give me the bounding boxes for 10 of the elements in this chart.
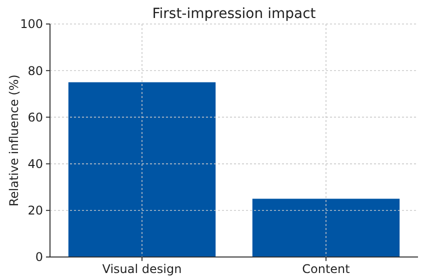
y-tick-label: 0 [35, 250, 43, 264]
x-tick-label: Content [302, 262, 350, 276]
y-tick-label: 80 [28, 64, 43, 78]
y-tick-label: 60 [28, 110, 43, 124]
chart-title: First-impression impact [152, 6, 316, 22]
x-tick-label: Visual design [102, 262, 182, 276]
y-tick-label: 100 [20, 17, 43, 32]
y-axis-title: Relative influence (%) [7, 74, 21, 206]
y-tick-label: 20 [28, 204, 43, 218]
y-tick-label: 40 [28, 157, 43, 171]
